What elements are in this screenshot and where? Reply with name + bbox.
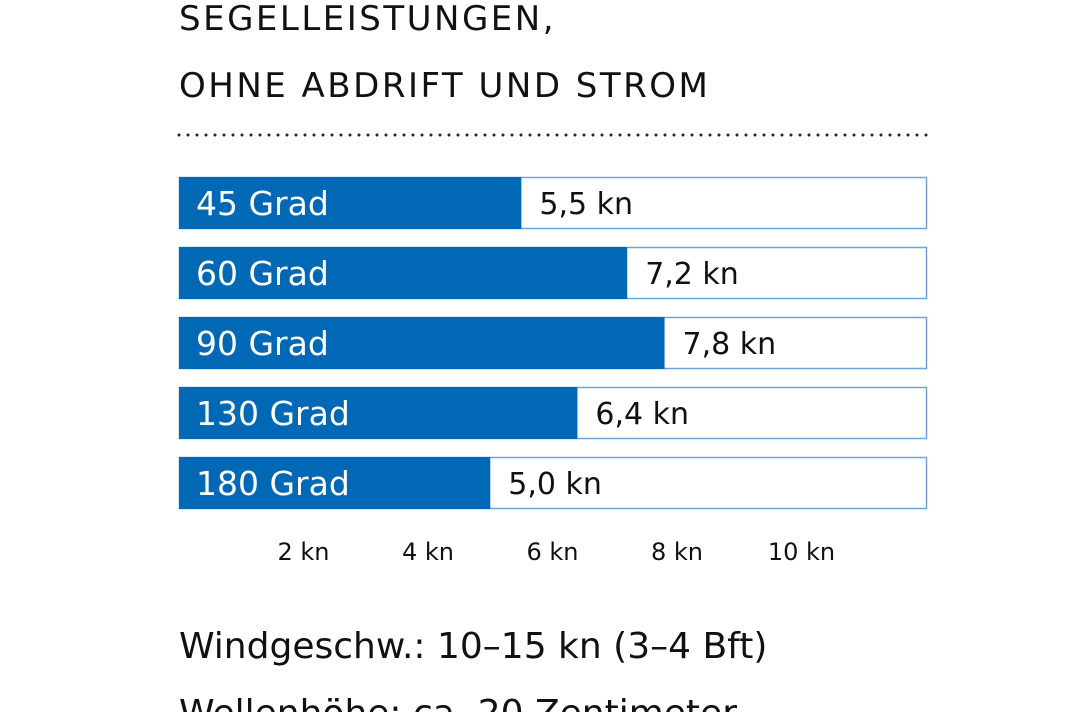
x-tick-label: 4 kn bbox=[402, 538, 454, 566]
category-label: 60 Grad bbox=[196, 254, 329, 293]
value-label: 7,8 kn bbox=[683, 327, 777, 362]
category-label: 45 Grad bbox=[196, 184, 329, 223]
value-label: 6,4 kn bbox=[595, 397, 689, 432]
x-tick-label: 2 kn bbox=[277, 538, 329, 566]
category-label: 90 Grad bbox=[196, 324, 329, 363]
bar bbox=[179, 177, 522, 229]
chart-subtitle: OHNE ABDRIFT UND STROM bbox=[179, 66, 710, 106]
x-tick-label: 10 kn bbox=[768, 538, 835, 566]
category-label: 180 Grad bbox=[196, 464, 350, 503]
bar bbox=[179, 387, 578, 439]
value-label: 7,2 kn bbox=[645, 257, 739, 292]
bar bbox=[179, 317, 665, 369]
bar bbox=[179, 457, 491, 509]
x-tick-label: 6 kn bbox=[526, 538, 578, 566]
x-tick-label: 8 kn bbox=[651, 538, 703, 566]
chart-title: SEGELLEISTUNGEN, bbox=[179, 0, 556, 39]
value-label: 5,5 kn bbox=[539, 187, 633, 222]
annotation: Windgeschw.: 10–15 kn (3–4 Bft) bbox=[179, 626, 767, 667]
bar bbox=[179, 247, 628, 299]
value-label: 5,0 kn bbox=[508, 467, 602, 502]
category-label: 130 Grad bbox=[196, 394, 350, 433]
annotation: Wellenhöhe: ca. 20 Zentimeter bbox=[179, 693, 737, 712]
